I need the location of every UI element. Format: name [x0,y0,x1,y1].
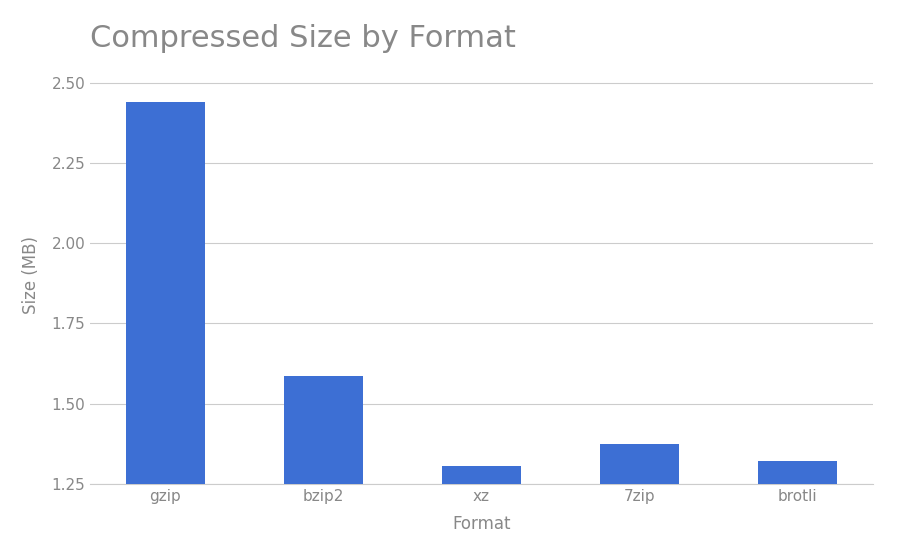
Text: Compressed Size by Format: Compressed Size by Format [90,24,516,53]
Bar [600,444,680,556]
Bar [759,461,837,556]
Bar [126,102,204,556]
Bar [284,376,363,556]
X-axis label: Format: Format [452,515,511,533]
Bar [442,466,521,556]
Y-axis label: Size (MB): Size (MB) [22,236,40,314]
